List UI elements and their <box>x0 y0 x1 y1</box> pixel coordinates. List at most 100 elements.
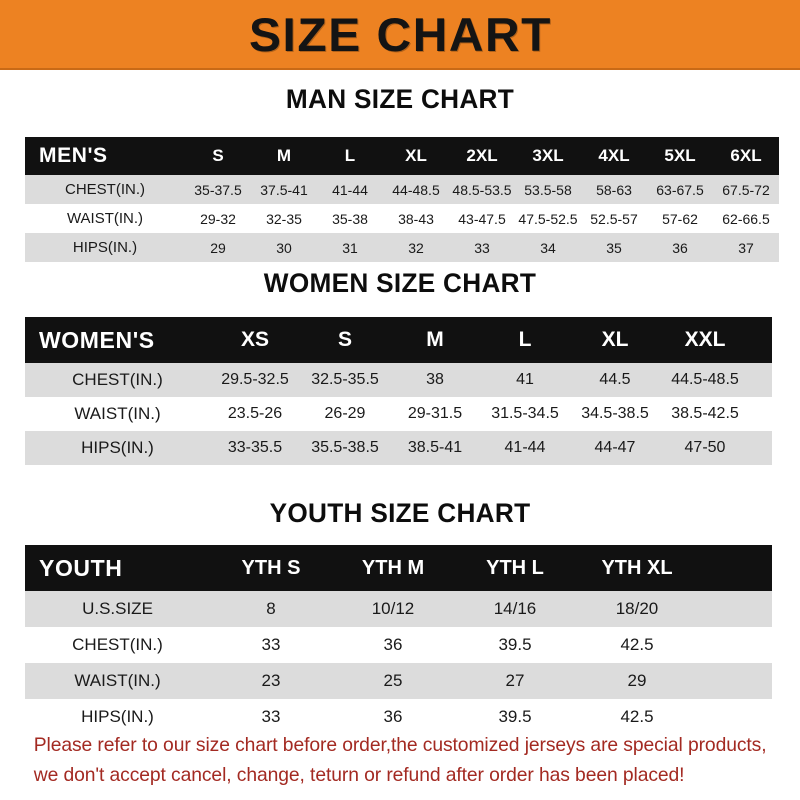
youth-cell: 14/16 <box>493 599 537 618</box>
men-cell: 37.5-41 <box>260 181 308 198</box>
men-cell: 36 <box>672 239 688 256</box>
youth-column-header-3: YTH L <box>486 556 544 579</box>
table-row: CHEST(IN.) 29.5-32.5 32.5-35.5 38 41 44.5 44.5… <box>25 363 772 397</box>
women-cell-spacer <box>750 397 772 431</box>
men-cell: 52.5-57 <box>590 210 638 227</box>
women-cell: 44.5-48.5 <box>671 371 739 388</box>
men-column-header-4: XL <box>405 146 427 165</box>
men-column-header-9: 6XL <box>730 146 762 165</box>
women-row-label: HIPS(IN.) <box>81 438 154 457</box>
men-cell: 47.5-52.5 <box>518 210 578 227</box>
women-cell: 29.5-32.5 <box>221 371 289 388</box>
men-cell: 35 <box>606 239 622 256</box>
women-column-header-3: M <box>426 328 444 351</box>
men-row-label: HIPS(IN.) <box>72 239 138 256</box>
men-cell: 29 <box>210 239 226 256</box>
men-cell: 53.5-58 <box>524 181 572 198</box>
youth-cell-spacer <box>698 591 772 627</box>
youth-cell: 42.5 <box>620 707 654 726</box>
men-cell: 30 <box>276 239 292 256</box>
youth-cell: 10/12 <box>371 599 415 618</box>
women-cell: 34.5-38.5 <box>581 405 649 422</box>
youth-size-chart-table: YOUTH YTH S YTH M YTH L YTH XL U.S.SIZE 8 10/12… <box>25 545 772 735</box>
youth-row-label: CHEST(IN.) <box>72 635 163 654</box>
women-cell: 29-31.5 <box>407 405 463 422</box>
men-cell: 57-62 <box>662 210 698 227</box>
youth-cell-spacer <box>698 627 772 663</box>
section-heading-man: MAN SIZE CHART <box>285 84 515 114</box>
youth-header-spacer <box>698 545 772 591</box>
table-row: U.S.SIZE 8 10/12 14/16 18/20 <box>25 591 772 627</box>
men-cell: 48.5-53.5 <box>452 181 512 198</box>
women-column-header-1: XS <box>240 328 269 351</box>
women-cell-spacer <box>750 363 772 397</box>
women-cell: 23.5-26 <box>227 405 283 422</box>
youth-cell: 23 <box>261 671 281 690</box>
footer-disclaimer-line-1: Please refer to our size chart before or… <box>33 734 767 756</box>
footer-disclaimer: Please refer to our size chart before or… <box>34 730 772 790</box>
youth-cell: 8 <box>266 599 276 618</box>
women-cell-spacer <box>750 431 772 465</box>
men-size-chart-table: MEN'S S M L XL 2XL 3XL 4XL 5XL 6XL CHEST(IN.) 35-37… <box>25 137 779 262</box>
youth-column-header-2: YTH M <box>361 556 425 579</box>
footer-disclaimer-line-2: we don't accept cancel, change, teturn o… <box>33 764 685 786</box>
women-header-row: WOMEN'S XS S M L XL XXL <box>25 317 772 363</box>
men-size-table: MEN'S S M L XL 2XL 3XL 4XL 5XL 6XL CHEST(IN.) 35-37… <box>25 137 779 262</box>
women-cell: 32.5-35.5 <box>311 371 379 388</box>
women-row-label: CHEST(IN.) <box>72 370 163 389</box>
women-cell: 41-44 <box>504 439 546 456</box>
women-cell: 31.5-34.5 <box>491 405 559 422</box>
section-heading-youth: YOUTH SIZE CHART <box>269 498 531 528</box>
men-cell: 34 <box>540 239 556 256</box>
table-row: HIPS(IN.) 29 30 31 32 33 34 35 36 37 <box>25 233 779 262</box>
women-header-spacer <box>750 317 772 363</box>
page-banner: SIZE CHART <box>0 0 800 70</box>
men-cell: 29-32 <box>200 210 236 227</box>
men-cell: 38-43 <box>398 210 434 227</box>
women-column-header-4: L <box>518 328 532 351</box>
men-column-header-3: L <box>344 146 356 165</box>
women-size-table: WOMEN'S XS S M L XL XXL CHEST(IN.) 29.5-32.5 32.5… <box>25 317 772 465</box>
youth-cell: 36 <box>383 635 403 654</box>
men-cell: 62-66.5 <box>722 210 770 227</box>
men-column-header-2: M <box>276 146 292 165</box>
men-cell: 67.5-72 <box>722 181 770 198</box>
youth-cell: 42.5 <box>620 635 654 654</box>
men-row-label: CHEST(IN.) <box>65 181 145 198</box>
men-cell: 43-47.5 <box>458 210 506 227</box>
section-heading-women: WOMEN SIZE CHART <box>263 268 537 298</box>
women-cell: 33-35.5 <box>227 439 283 456</box>
youth-corner-label: YOUTH <box>39 554 123 581</box>
table-row: WAIST(IN.) 23.5-26 26-29 29-31.5 31.5-34.5 34… <box>25 397 772 431</box>
youth-row-label: HIPS(IN.) <box>81 707 154 726</box>
women-column-header-5: XL <box>601 328 629 351</box>
women-column-header-2: S <box>337 328 352 351</box>
men-corner-label: MEN'S <box>39 144 108 167</box>
men-column-header-7: 4XL <box>598 146 630 165</box>
men-cell: 35-37.5 <box>194 181 242 198</box>
youth-cell: 33 <box>261 635 281 654</box>
men-cell: 58-63 <box>596 181 632 198</box>
men-cell: 44-48.5 <box>392 181 440 198</box>
women-cell: 38.5-41 <box>407 439 463 456</box>
women-column-header-6: XXL <box>684 328 726 351</box>
men-column-header-5: 2XL <box>466 146 498 165</box>
men-cell: 33 <box>474 239 490 256</box>
table-row: CHEST(IN.) 33 36 39.5 42.5 <box>25 627 772 663</box>
men-cell: 32-35 <box>266 210 302 227</box>
youth-cell: 36 <box>383 707 403 726</box>
youth-cell: 39.5 <box>498 707 532 726</box>
table-row: WAIST(IN.) 29-32 32-35 35-38 38-43 43-47.5 47.… <box>25 204 779 233</box>
youth-cell: 25 <box>383 671 403 690</box>
women-cell: 35.5-38.5 <box>311 439 379 456</box>
youth-column-header-1: YTH S <box>241 556 301 579</box>
men-cell: 32 <box>408 239 424 256</box>
youth-row-label: WAIST(IN.) <box>74 671 161 690</box>
women-row-label: WAIST(IN.) <box>74 404 161 423</box>
youth-cell: 29 <box>627 671 647 690</box>
women-cell: 26-29 <box>324 405 366 422</box>
men-row-label: WAIST(IN.) <box>66 210 144 227</box>
table-row: WAIST(IN.) 23 25 27 29 <box>25 663 772 699</box>
youth-cell-spacer <box>698 663 772 699</box>
men-column-header-6: 3XL <box>532 146 564 165</box>
